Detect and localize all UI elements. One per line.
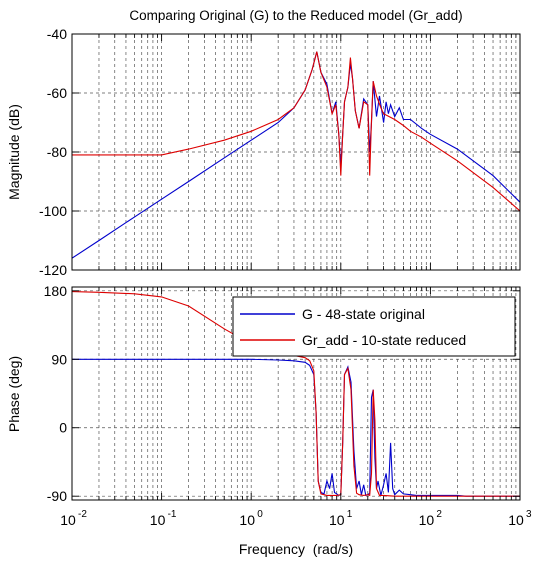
legend-label-original: G - 48-state original xyxy=(302,306,425,322)
y-tick-label: 0 xyxy=(59,420,67,436)
y-tick-label: -40 xyxy=(47,26,67,42)
y-tick-label: -80 xyxy=(47,144,67,160)
x-tick-label: 10 xyxy=(419,512,435,528)
x-tick-exponent: 0 xyxy=(257,509,263,520)
x-tick-label: 10 xyxy=(60,512,76,528)
x-tick-label: 10 xyxy=(150,512,166,528)
x-tick-exponent: 2 xyxy=(436,509,442,520)
x-tick-label: 10 xyxy=(508,512,524,528)
x-tick-exponent: 1 xyxy=(347,509,353,520)
x-tick-label: 10 xyxy=(329,512,345,528)
magnitude-ticks: -40 -60 -80 -100 -120 xyxy=(39,26,521,278)
x-tick-exponent: -2 xyxy=(78,509,87,520)
legend-label-reduced: Gr_add - 10-state reduced xyxy=(302,332,466,348)
legend: G - 48-state original Gr_add - 10-state … xyxy=(232,296,516,357)
y-tick-label: -60 xyxy=(47,85,67,101)
x-tick-label: 10 xyxy=(239,512,255,528)
x-tick-exponent: 3 xyxy=(526,509,532,520)
y-tick-label: -120 xyxy=(39,262,67,278)
x-axis-label: Frequency (rad/s) xyxy=(239,541,353,557)
y-tick-label: 180 xyxy=(44,283,68,299)
magnitude-y-label: Magnitude (dB) xyxy=(6,104,22,200)
x-tick-exponent: -1 xyxy=(168,509,177,520)
chart-title: Comparing Original (G) to the Reduced mo… xyxy=(129,8,462,23)
magnitude-axes: -40 -60 -80 -100 -120 Comparing Original (G)… xyxy=(6,8,521,278)
y-tick-label: -100 xyxy=(39,203,67,219)
legend-box xyxy=(232,296,516,357)
magnitude-line-reduced xyxy=(72,51,520,212)
y-tick-label: 90 xyxy=(51,351,67,367)
phase-y-label: Phase (deg) xyxy=(6,356,22,432)
phase-axes-frame xyxy=(71,286,521,501)
magnitude-grid xyxy=(72,34,520,270)
y-tick-label: -90 xyxy=(47,488,67,504)
